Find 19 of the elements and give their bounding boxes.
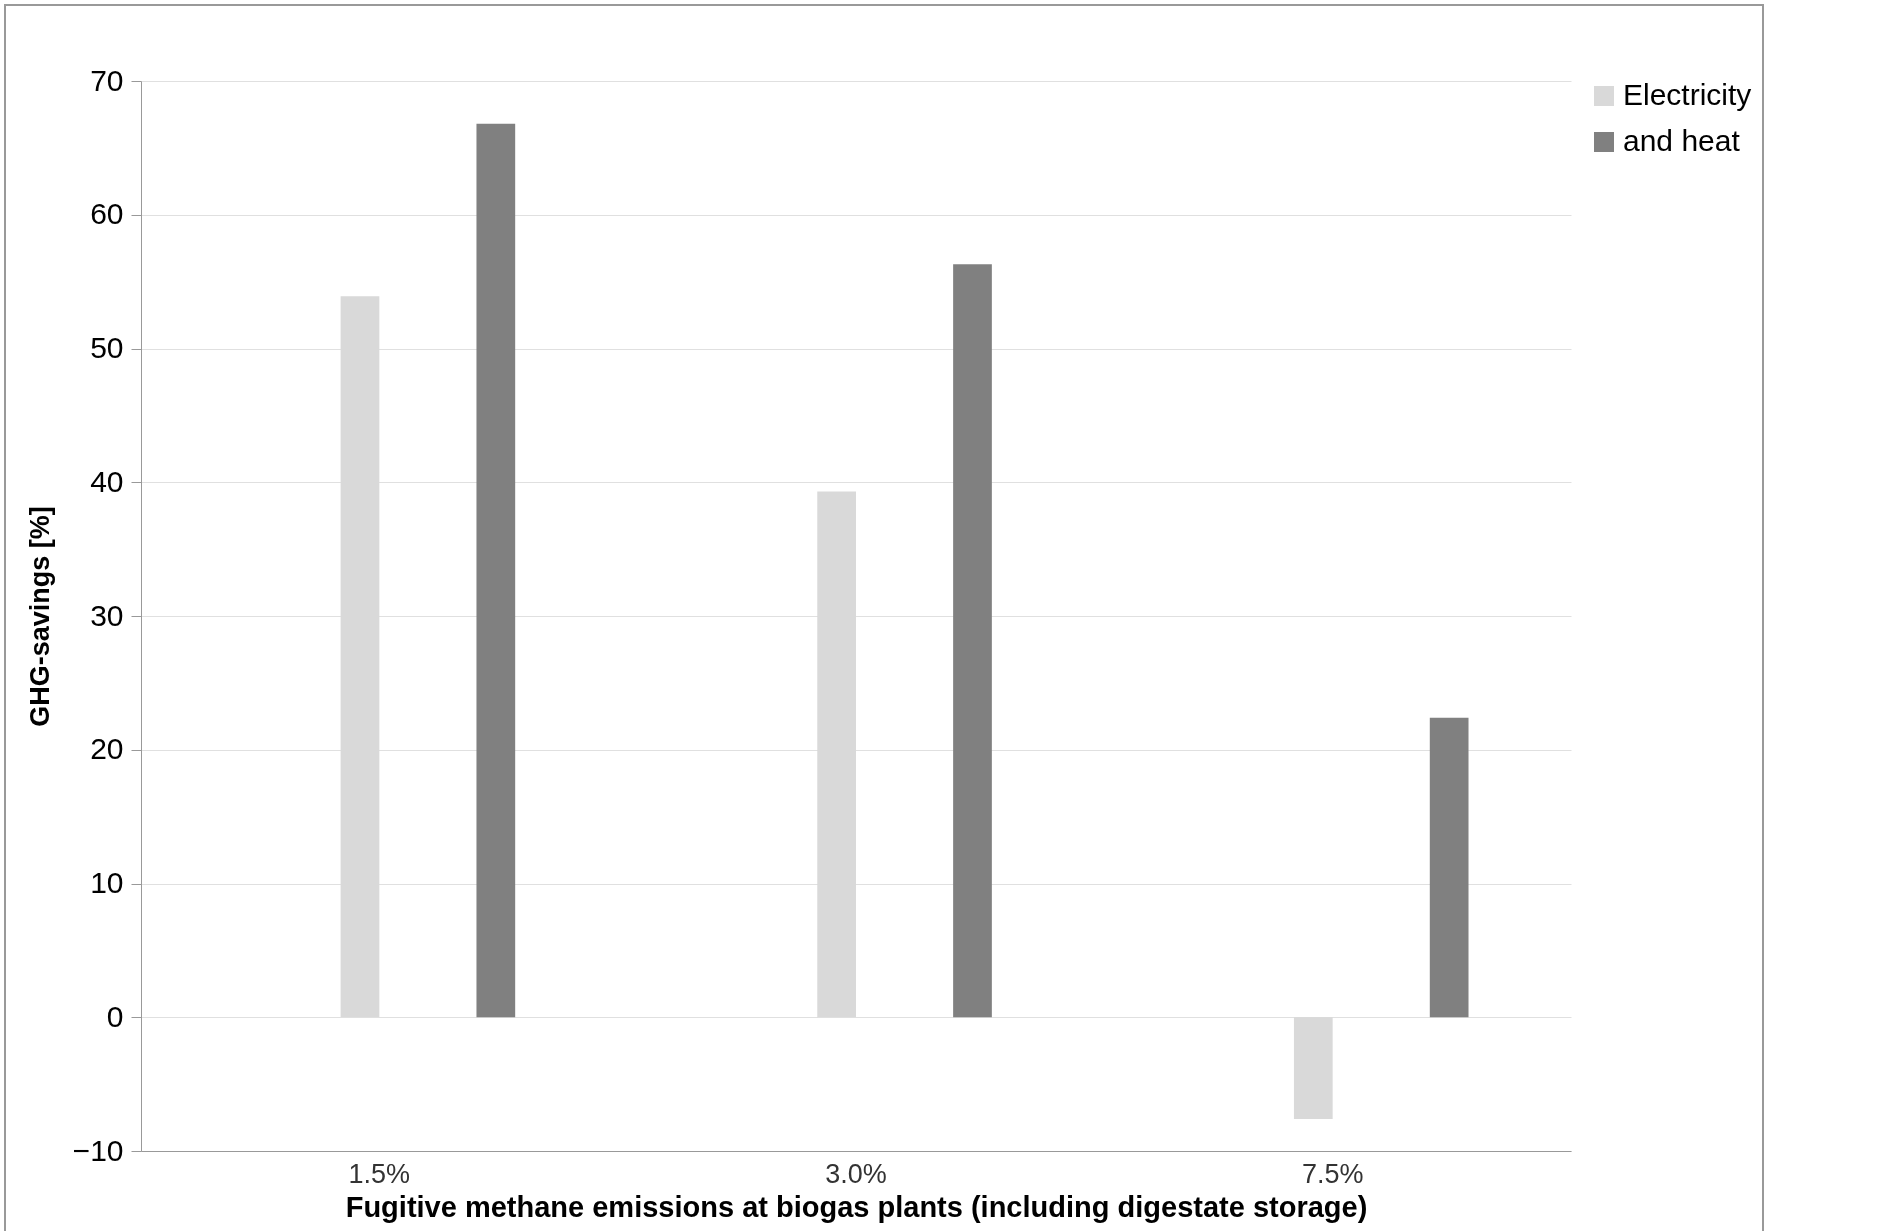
- bar: [953, 264, 992, 1018]
- legend-label: Electricity: [1623, 78, 1752, 111]
- x-tick-label: 3.0%: [825, 1158, 887, 1189]
- y-tick-label: 30: [90, 598, 124, 632]
- y-tick-label: 0: [106, 999, 124, 1033]
- y-axis-title: GHG-savings [%]: [24, 506, 55, 727]
- x-axis-title: Fugitive methane emissions at biogas plants (including digestate storage): [345, 1190, 1368, 1223]
- bar: [476, 123, 516, 1018]
- x-tick-label: 7.5%: [1301, 1158, 1364, 1189]
- y-tick-label: 60: [90, 197, 124, 231]
- y-tick-label: 20: [90, 732, 124, 766]
- legend-label: and heat: [1623, 124, 1741, 157]
- x-tick-label: 1.5%: [348, 1158, 411, 1189]
- y-tick-label: 40: [90, 464, 124, 498]
- y-tick-label: 10: [90, 866, 124, 899]
- y-tick-label: 50: [90, 331, 124, 364]
- bar: [1429, 717, 1469, 1018]
- y-tick-label: 70: [90, 63, 124, 97]
- y-tick-label: −10: [72, 1133, 124, 1167]
